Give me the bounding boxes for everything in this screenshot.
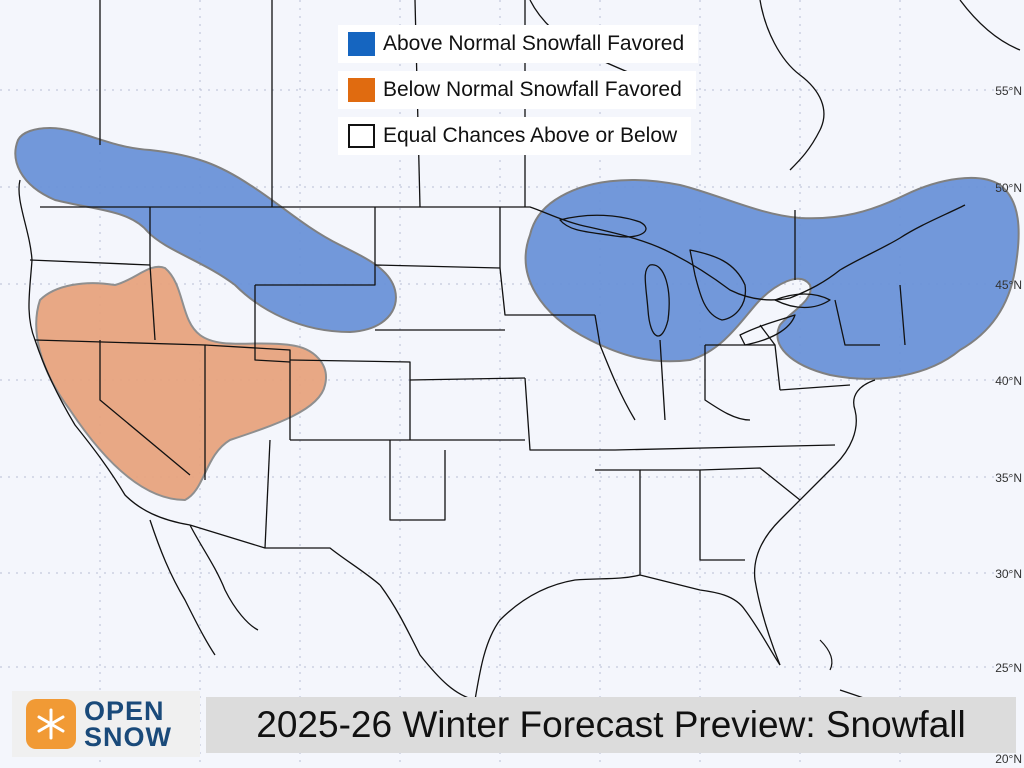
latitude-label-20: 20°N: [995, 752, 1022, 766]
map-title: 2025-26 Winter Forecast Preview: Snowfal…: [256, 704, 966, 745]
latitude-label-55: 55°N: [995, 84, 1022, 98]
latitude-label-50: 50°N: [995, 181, 1022, 195]
legend-item-equal-chances: Equal Chances Above or Below: [338, 117, 692, 155]
legend-item-below-normal: Below Normal Snowfall Favored: [338, 71, 696, 109]
opensnow-brand: OPEN SNOW: [12, 691, 200, 757]
above-normal-region-northwest: [14, 126, 397, 334]
latitude-label-35: 35°N: [995, 471, 1022, 485]
latitude-label-40: 40°N: [995, 374, 1022, 388]
latitude-label-30: 30°N: [995, 567, 1022, 581]
legend-swatch-above-normal: [348, 32, 375, 56]
legend-label-equal-chances: Equal Chances Above or Below: [383, 124, 678, 147]
brand-wordmark: OPEN SNOW: [84, 696, 172, 752]
brand-line-2: SNOW: [84, 722, 172, 752]
legend-swatch-equal-chances: [348, 124, 375, 148]
legend-swatch-below-normal: [348, 78, 375, 102]
map-lines: [18, 0, 1021, 701]
above-normal-region-northeast: [524, 176, 1020, 380]
latitude-label-45: 45°N: [995, 278, 1022, 292]
legend-label-below-normal: Below Normal Snowfall Favored: [383, 78, 682, 101]
latitude-label-25: 25°N: [995, 661, 1022, 675]
title-bar: 2025-26 Winter Forecast Preview: Snowfal…: [206, 697, 1016, 753]
brand-line-1: OPEN: [84, 696, 165, 726]
opensnow-logo-icon: [26, 699, 76, 749]
legend-item-above-normal: Above Normal Snowfall Favored: [338, 25, 699, 63]
legend-label-above-normal: Above Normal Snowfall Favored: [383, 32, 685, 55]
